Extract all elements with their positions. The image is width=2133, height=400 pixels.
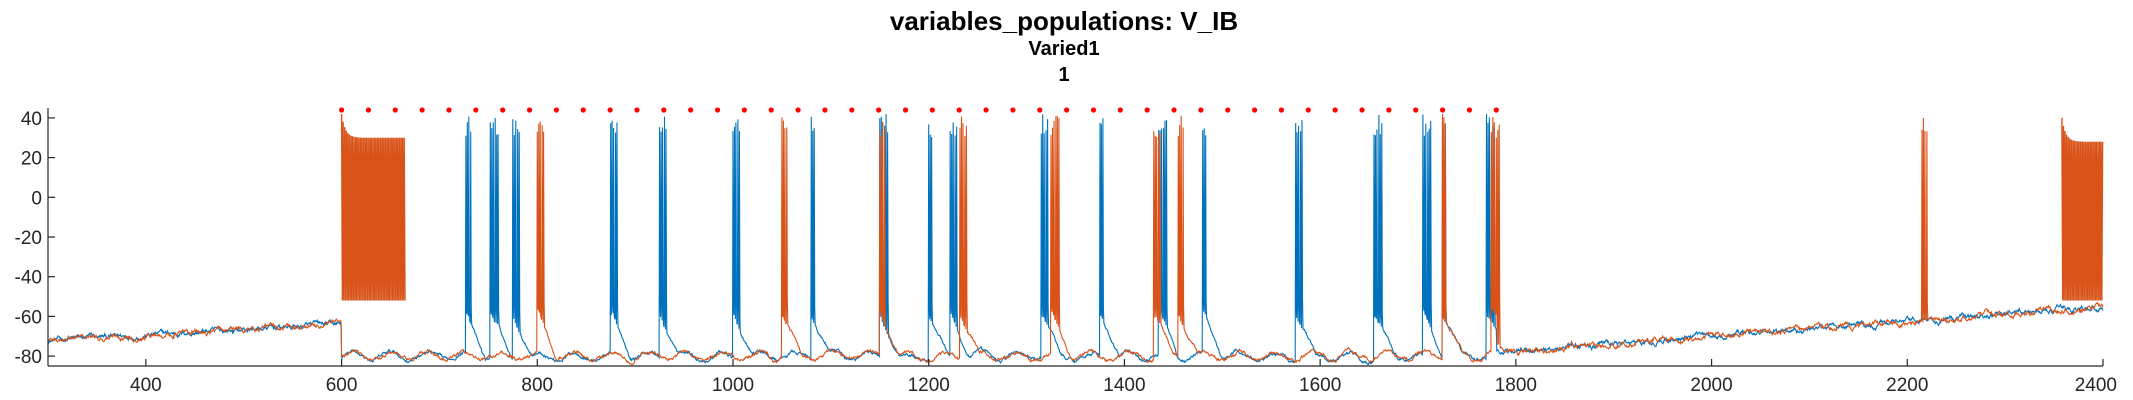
spike-marker (1466, 107, 1473, 113)
spike-marker (956, 107, 962, 113)
x-tick-label: 800 (521, 375, 553, 396)
spike-marker (822, 107, 828, 113)
spike-marker (768, 107, 774, 113)
series-orange-line (47, 113, 2104, 366)
axes: 400 600 800 1000 1200 1400 1600 1800 2000 2200 240… (15, 108, 2117, 396)
chart-subtitle-2: 1 (1058, 64, 1069, 86)
x-tick-label: 1400 (1103, 375, 1145, 396)
spike-marker (1332, 107, 1338, 113)
spike-marker (365, 107, 372, 113)
spike-marker (929, 107, 935, 113)
spike-marker (1278, 107, 1285, 113)
spike-marker (688, 107, 694, 113)
x-tick-label: 1600 (1299, 375, 1341, 396)
spike-marker (580, 107, 586, 113)
spike-marker (714, 107, 721, 113)
spike-marker (338, 107, 345, 113)
chart-subtitle: Varied1 (1028, 38, 1099, 60)
x-tick-label: 600 (326, 375, 358, 396)
spike-marker (661, 107, 667, 113)
spike-marker (849, 107, 855, 113)
spike-marker (1252, 107, 1258, 113)
x-tick-label: 1800 (1495, 375, 1537, 396)
x-tick-label: 2400 (2075, 375, 2117, 396)
series-blue-line (47, 113, 2104, 366)
spike-marker (392, 107, 398, 113)
burst-block (2061, 117, 2104, 301)
spike-marker (983, 107, 989, 113)
spike-marker (902, 107, 909, 113)
y-tick-label: -40 (15, 268, 42, 289)
spike-marker (1090, 107, 1097, 113)
spike-marker (607, 107, 613, 113)
spike-marker (1359, 107, 1365, 113)
spike-marker (1386, 107, 1392, 113)
spike-marker (526, 107, 533, 113)
spike-marker (876, 107, 882, 113)
x-axis-ticks: 400 600 800 1000 1200 1400 1600 1800 2000 2200 240… (130, 359, 2117, 396)
spike-marker (1225, 107, 1231, 113)
y-tick-label: -20 (15, 228, 42, 249)
y-axis-ticks: 40 20 0 -20 -40 -60 -80 (15, 109, 55, 368)
spike-marker (634, 107, 640, 113)
spike-marker (1064, 107, 1070, 113)
spike-marker (1493, 107, 1499, 113)
spike-marker (1305, 107, 1311, 113)
chart-title: variables_populations: V_IB (890, 6, 1238, 36)
x-tick-label: 2200 (1886, 375, 1928, 396)
spike-marker (1413, 107, 1419, 113)
spike-marker (500, 107, 506, 113)
spike-marker (419, 107, 425, 113)
spike-marker (1010, 107, 1016, 113)
spike-marker (553, 107, 560, 113)
spike-marker (446, 107, 452, 113)
spike-marker (741, 107, 747, 113)
x-tick-label: 400 (130, 375, 162, 396)
spike-marker (1198, 107, 1204, 113)
spike-marker (1144, 107, 1150, 113)
spike-marker (1117, 107, 1123, 113)
plot-area (47, 107, 2104, 366)
spike-marker (795, 107, 801, 113)
y-tick-label: 0 (31, 188, 42, 209)
y-tick-label: -80 (15, 347, 42, 368)
y-tick-label: 20 (21, 149, 42, 170)
x-tick-label: 2000 (1690, 375, 1732, 396)
spike-marker (1171, 107, 1177, 113)
series-blue (47, 113, 2104, 366)
x-tick-label: 1200 (908, 375, 950, 396)
spike-marker (1439, 107, 1446, 113)
spike-marker (1037, 107, 1043, 113)
spike-markers (338, 107, 1499, 113)
spike-marker (473, 107, 479, 113)
x-tick-label: 1000 (712, 375, 754, 396)
y-tick-label: -60 (15, 307, 42, 328)
burst-block (340, 113, 406, 301)
y-tick-label: 40 (21, 109, 42, 130)
series-orange (47, 113, 2104, 366)
